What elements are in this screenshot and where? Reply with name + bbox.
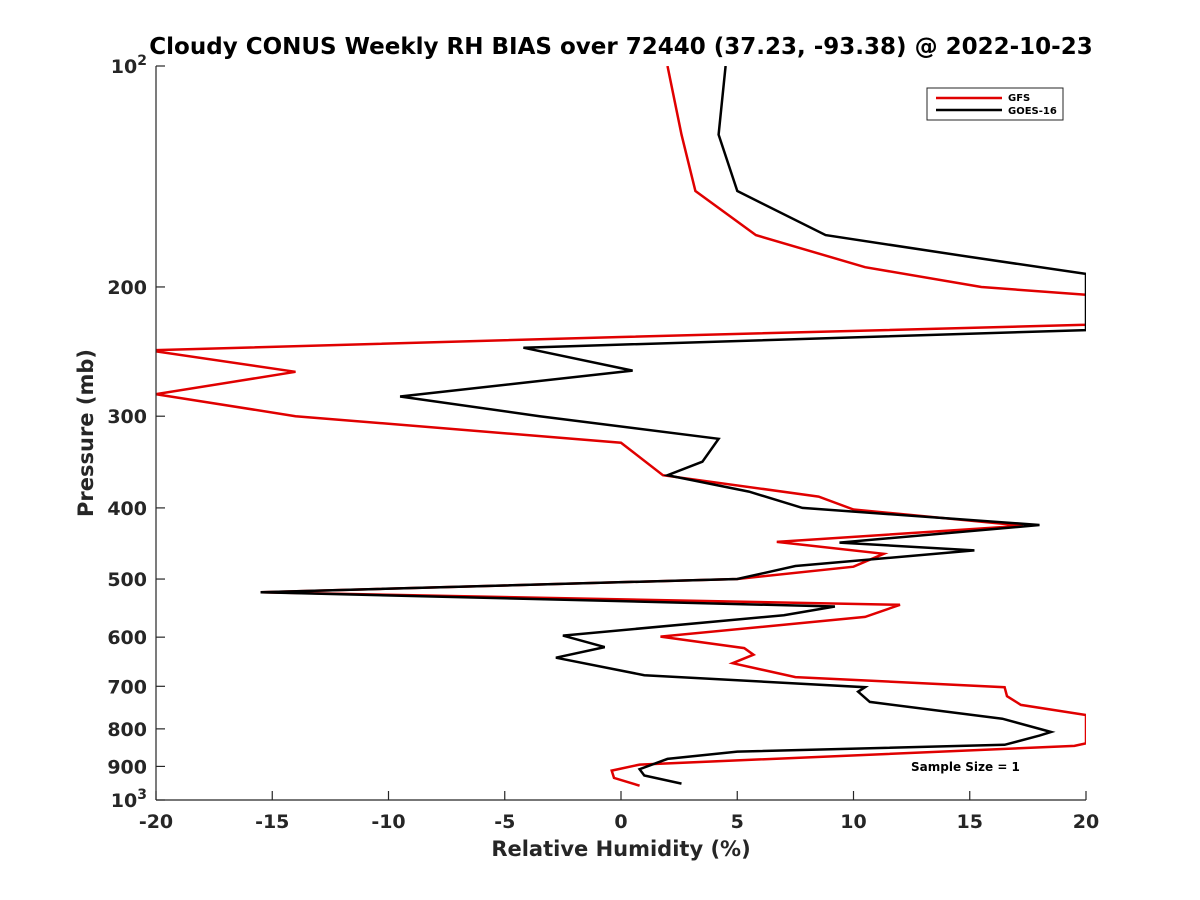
chart-title: Cloudy CONUS Weekly RH BIAS over 72440 (… (149, 34, 1092, 60)
x-tick-label: 10 (840, 811, 866, 833)
x-tick-label: 5 (731, 811, 744, 833)
x-tick-label: -20 (139, 811, 173, 833)
x-tick-label: 0 (614, 811, 627, 833)
x-tick-label: -10 (371, 811, 405, 833)
y-tick-label: 102 (111, 53, 147, 78)
x-tick-layer: -20 -15 -10 -5 0 5 10 15 20 (139, 791, 1099, 833)
y-tick-label: 500 (107, 569, 147, 591)
y-tick-label: 700 (107, 676, 147, 698)
series-layer (156, 66, 1086, 787)
y-tick-layer: 102 200 300 400 500 600 700 800 900 103 (107, 53, 165, 812)
y-tick-label: 800 (107, 719, 147, 741)
legend-box (926, 87, 1064, 121)
x-tick-label: -5 (494, 811, 515, 833)
legend-label-gfs: GFS (1008, 93, 1030, 104)
y-axis-title: Pressure (mb) (74, 349, 98, 517)
y-tick-label: 600 (107, 627, 147, 649)
x-tick-label: 15 (957, 811, 983, 833)
legend-label-goes16: GOES-16 (1008, 106, 1057, 117)
y-tick-label: 200 (107, 277, 147, 299)
legend: GFS GOES-16 (926, 87, 1064, 121)
plot-area (156, 66, 1086, 800)
y-tick-label: 103 (111, 787, 147, 812)
series-line-goes16 (260, 66, 1086, 785)
sample-size-annotation: Sample Size = 1 (911, 760, 1020, 774)
y-tick-label: 900 (107, 756, 147, 778)
y-tick-label: 400 (107, 498, 147, 520)
plot-background (156, 66, 1086, 800)
x-tick-label: -15 (255, 811, 289, 833)
x-tick-label: 20 (1073, 811, 1099, 833)
x-axis-title: Relative Humidity (%) (491, 837, 750, 861)
y-tick-label: 300 (107, 406, 147, 428)
